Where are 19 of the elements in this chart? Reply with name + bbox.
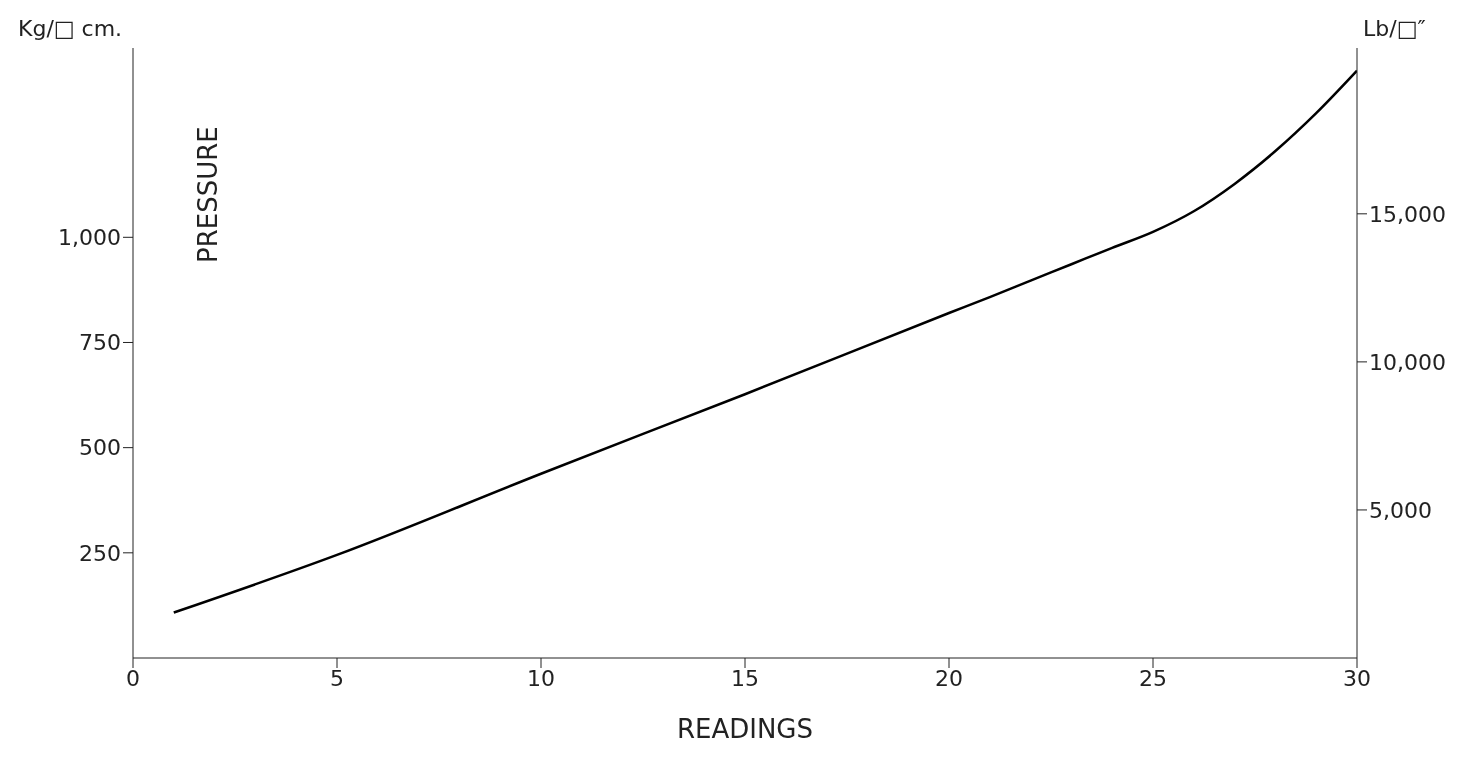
y-tick-label: 1,000: [58, 225, 121, 251]
x-axis-title: READINGS: [676, 714, 814, 744]
y2-tick-label: 10,000: [1369, 349, 1446, 375]
y2-tick-label: 5,000: [1369, 497, 1432, 523]
y2-tick-label: 15,000: [1369, 201, 1446, 227]
x-tick-label: 15: [731, 665, 759, 691]
annotation: PRESSURE: [193, 126, 223, 263]
y-tick-label: 750: [79, 330, 121, 356]
x-tick-label: 30: [1343, 665, 1371, 691]
y-axis-title: Kg/□ cm.: [18, 16, 123, 41]
x-tick-label: 5: [330, 665, 344, 691]
x-tick-label: 25: [1139, 665, 1167, 691]
y2-axis-title: Lb/□″: [1363, 16, 1426, 41]
x-tick-label: 0: [126, 665, 140, 691]
x-tick-label: 10: [527, 665, 555, 691]
y-tick-label: 250: [79, 540, 121, 566]
x-tick-label: 20: [935, 665, 963, 691]
line-series: [172, 69, 1357, 614]
y-tick-label: 500: [79, 435, 121, 461]
